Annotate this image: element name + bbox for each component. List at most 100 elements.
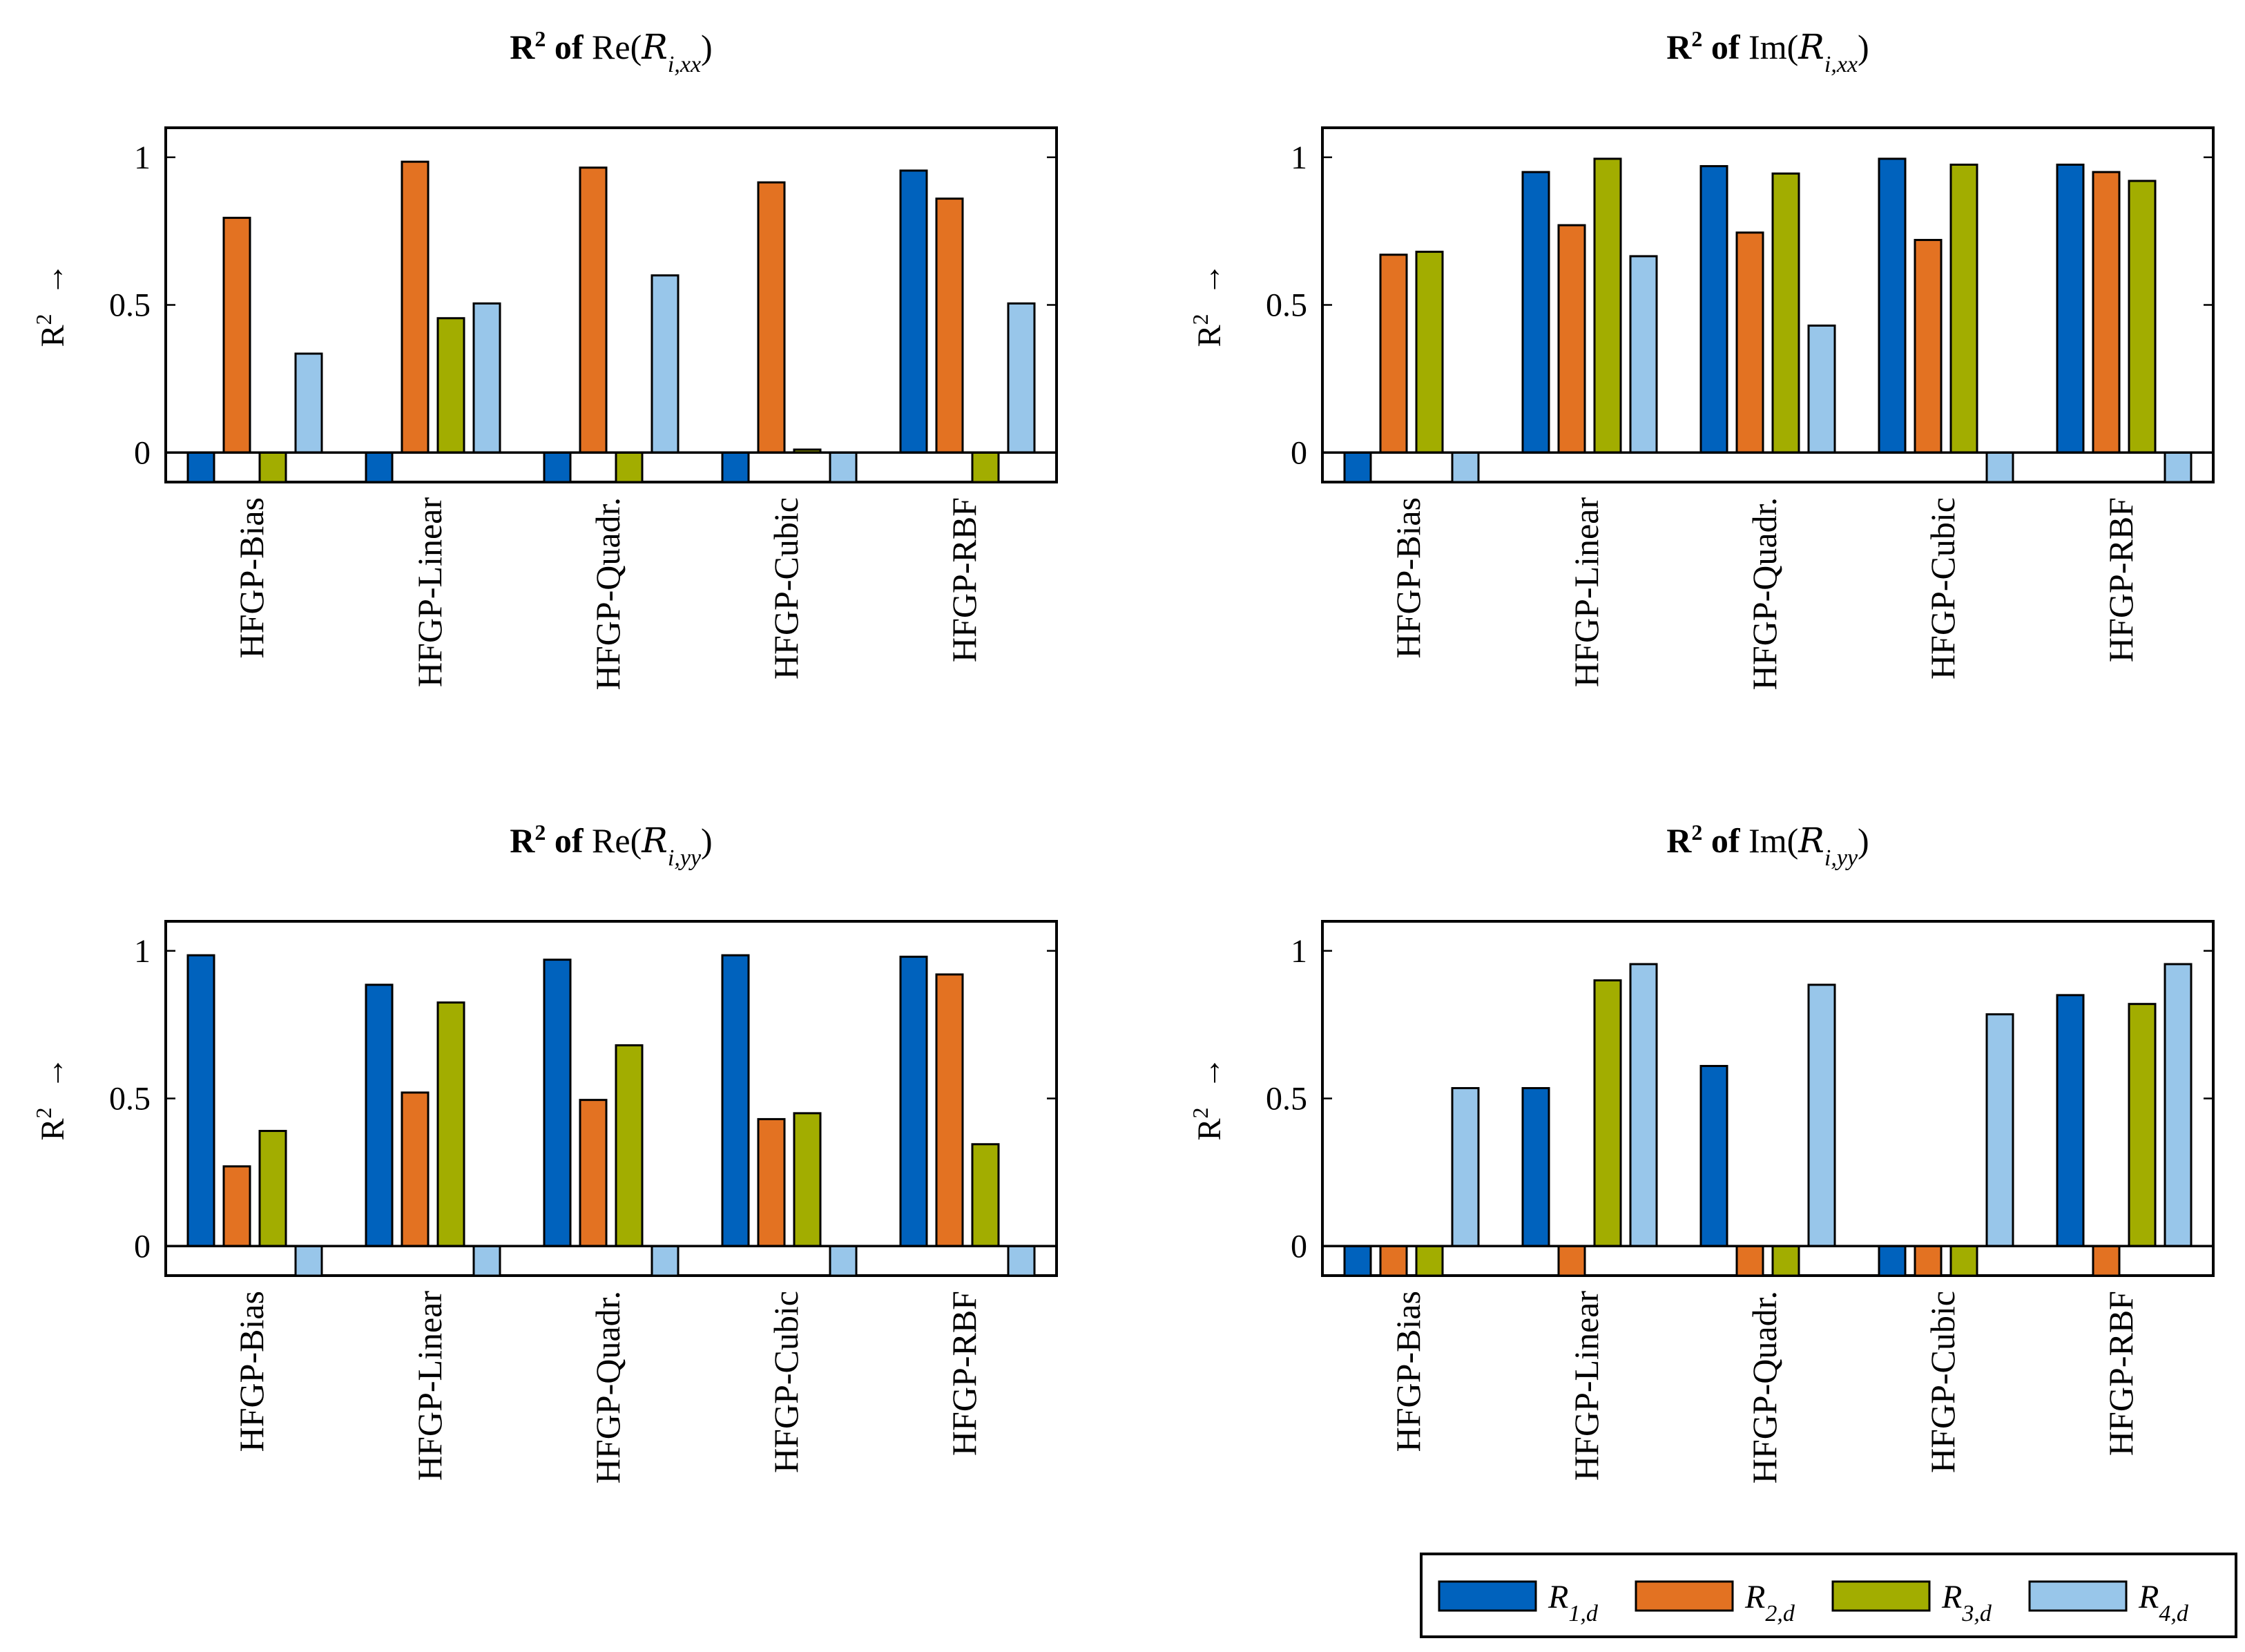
- bar-R4d-HFGP-RBF: [1007, 1245, 1036, 1277]
- bar-R2d-HFGP-RBF: [2092, 1245, 2121, 1277]
- bar-R4d-HFGP-Quadr.: [1807, 983, 1836, 1247]
- x-tick-label: HFGP-Quadr.: [1745, 1291, 1784, 1483]
- y-tick-label: 0: [1291, 434, 1307, 471]
- x-tick-label: HFGP-Linear: [1567, 497, 1606, 687]
- chart-panel-1: 0 0.5 1 HFGP-Bias HFGP-Linear HFGP-Quadr. HFGP…: [31, 26, 1058, 690]
- bar-R2d-HFGP-RBF: [935, 198, 964, 454]
- y-tick-label: 0.5: [1266, 287, 1307, 324]
- y-tick-label: 1: [1291, 140, 1307, 176]
- bar-R1d-HFGP-Cubic: [1878, 157, 1907, 454]
- y-tick-label: 0: [134, 434, 151, 471]
- bar-R3d-HFGP-Cubic: [1949, 163, 1978, 454]
- y-axis-label: R2 →: [31, 1056, 71, 1140]
- bar-R4d-HFGP-Quadr.: [651, 274, 680, 454]
- y-tick-label: 0: [1291, 1228, 1307, 1265]
- chart-panel-3: 0 0.5 1 HFGP-Bias HFGP-Linear HFGP-Quadr. HFGP…: [31, 820, 1058, 1483]
- bar-R4d-HFGP-Linear: [1629, 255, 1658, 454]
- bar-R3d-HFGP-RBF: [2128, 1003, 2157, 1247]
- y-tick-label: 1: [134, 933, 151, 970]
- bar-R2d-HFGP-Quadr.: [1735, 231, 1764, 454]
- bar-R1d-HFGP-Bias: [1343, 451, 1372, 483]
- x-tick-label: HFGP-RBF: [2101, 497, 2140, 662]
- x-tick-label: HFGP-RBF: [2101, 1291, 2140, 1456]
- bar-R1d-HFGP-RBF: [2056, 163, 2085, 454]
- bar-R1d-HFGP-Quadr.: [543, 959, 572, 1247]
- bar-R3d-HFGP-Cubic: [793, 1112, 822, 1247]
- x-tick-label: HFGP-Linear: [1567, 1291, 1606, 1481]
- bar-R1d-HFGP-Linear: [1521, 1087, 1550, 1247]
- bar-R3d-HFGP-Quadr.: [1771, 172, 1800, 454]
- x-tick-label: HFGP-Cubic: [767, 1291, 805, 1473]
- bar-R3d-HFGP-RBF: [971, 451, 1000, 483]
- bar-R3d-HFGP-Cubic: [1949, 1245, 1978, 1277]
- bar-R1d-HFGP-Cubic: [721, 954, 750, 1247]
- bar-R1d-HFGP-Linear: [365, 983, 394, 1247]
- bar-R2d-HFGP-Quadr.: [579, 166, 608, 454]
- bar-R4d-HFGP-Linear: [1629, 963, 1658, 1247]
- y-tick-label: 1: [134, 140, 151, 176]
- x-tick-label: HFGP-Linear: [410, 1291, 449, 1481]
- bar-R2d-HFGP-RBF: [2092, 171, 2121, 454]
- bar-R3d-HFGP-Linear: [1593, 157, 1622, 454]
- bar-R3d-HFGP-Quadr.: [615, 1044, 644, 1247]
- y-axis-label: R2 →: [31, 262, 71, 347]
- bar-R1d-HFGP-Linear: [1521, 171, 1550, 454]
- x-tick-label: HFGP-Linear: [410, 497, 449, 687]
- bar-R4d-HFGP-Bias: [1451, 1087, 1480, 1247]
- x-tick-label: HFGP-Bias: [1389, 1291, 1427, 1452]
- legend-swatch: [1635, 1580, 1734, 1612]
- chart-title: R2 of Im(Ri,xx): [1666, 26, 1869, 77]
- x-tick-label: HFGP-Cubic: [1923, 1291, 1962, 1473]
- y-tick-label: 0: [134, 1228, 151, 1265]
- chart-title: R2 of Re(Ri,yy): [510, 820, 712, 871]
- bar-R4d-HFGP-Linear: [472, 1245, 501, 1277]
- bar-R4d-HFGP-Cubic: [829, 1245, 858, 1277]
- x-tick-label: HFGP-Quadr.: [1745, 497, 1784, 690]
- x-tick-label: HFGP-Bias: [232, 497, 271, 658]
- bar-R1d-HFGP-RBF: [2056, 994, 2085, 1247]
- bar-R1d-HFGP-Linear: [365, 451, 394, 483]
- y-tick-label: 0.5: [1266, 1081, 1307, 1117]
- bar-R2d-HFGP-Cubic: [757, 1117, 786, 1247]
- bar-R4d-HFGP-Linear: [472, 302, 501, 454]
- x-tick-label: HFGP-Quadr.: [588, 1291, 627, 1483]
- bar-R2d-HFGP-Bias: [222, 1165, 251, 1247]
- bar-R4d-HFGP-Bias: [294, 352, 323, 454]
- bar-R1d-HFGP-Bias: [186, 451, 215, 483]
- bar-R4d-HFGP-Bias: [294, 1245, 323, 1277]
- bar-R3d-HFGP-RBF: [2128, 180, 2157, 454]
- chart-panel-4: 0 0.5 1 HFGP-Bias HFGP-Linear HFGP-Quadr. HFGP…: [1188, 820, 2215, 1483]
- x-tick-label: HFGP-Bias: [1389, 497, 1427, 658]
- bar-R3d-HFGP-Bias: [258, 451, 287, 483]
- bar-R2d-HFGP-Bias: [1379, 1245, 1408, 1277]
- bar-R2d-HFGP-Bias: [1379, 253, 1408, 454]
- bar-R4d-HFGP-Cubic: [829, 451, 858, 483]
- bar-R1d-HFGP-Bias: [186, 954, 215, 1247]
- y-tick-label: 0.5: [109, 1081, 151, 1117]
- bar-R3d-HFGP-Linear: [1593, 979, 1622, 1247]
- bar-R1d-HFGP-Quadr.: [1699, 1064, 1728, 1247]
- bar-R4d-HFGP-RBF: [2164, 963, 2193, 1247]
- legend-label: R4,d: [2138, 1579, 2189, 1626]
- bar-R2d-HFGP-Quadr.: [579, 1099, 608, 1247]
- x-tick-label: HFGP-Quadr.: [588, 497, 627, 690]
- bar-R3d-HFGP-Linear: [436, 317, 465, 454]
- bar-R3d-HFGP-RBF: [971, 1143, 1000, 1247]
- bar-R1d-HFGP-Cubic: [721, 451, 750, 483]
- legend-swatch: [1438, 1580, 1537, 1612]
- legend-label: R1,d: [1548, 1579, 1599, 1626]
- bar-R1d-HFGP-Cubic: [1878, 1245, 1907, 1277]
- x-tick-label: HFGP-RBF: [945, 1291, 983, 1456]
- bar-R4d-HFGP-Bias: [1451, 451, 1480, 483]
- chart-panel-2: 0 0.5 1 HFGP-Bias HFGP-Linear HFGP-Quadr. HFGP…: [1188, 26, 2215, 690]
- bar-R4d-HFGP-RBF: [1007, 302, 1036, 454]
- chart-title: R2 of Im(Ri,yy): [1666, 820, 1869, 871]
- bar-R1d-HFGP-Bias: [1343, 1245, 1372, 1277]
- bar-R4d-HFGP-Cubic: [1985, 451, 2014, 483]
- x-tick-label: HFGP-Cubic: [767, 497, 805, 680]
- legend-label: R2,d: [1744, 1579, 1795, 1626]
- bar-R3d-HFGP-Bias: [1415, 251, 1444, 454]
- legend-swatch: [1831, 1580, 1931, 1612]
- x-tick-label: HFGP-RBF: [945, 497, 983, 662]
